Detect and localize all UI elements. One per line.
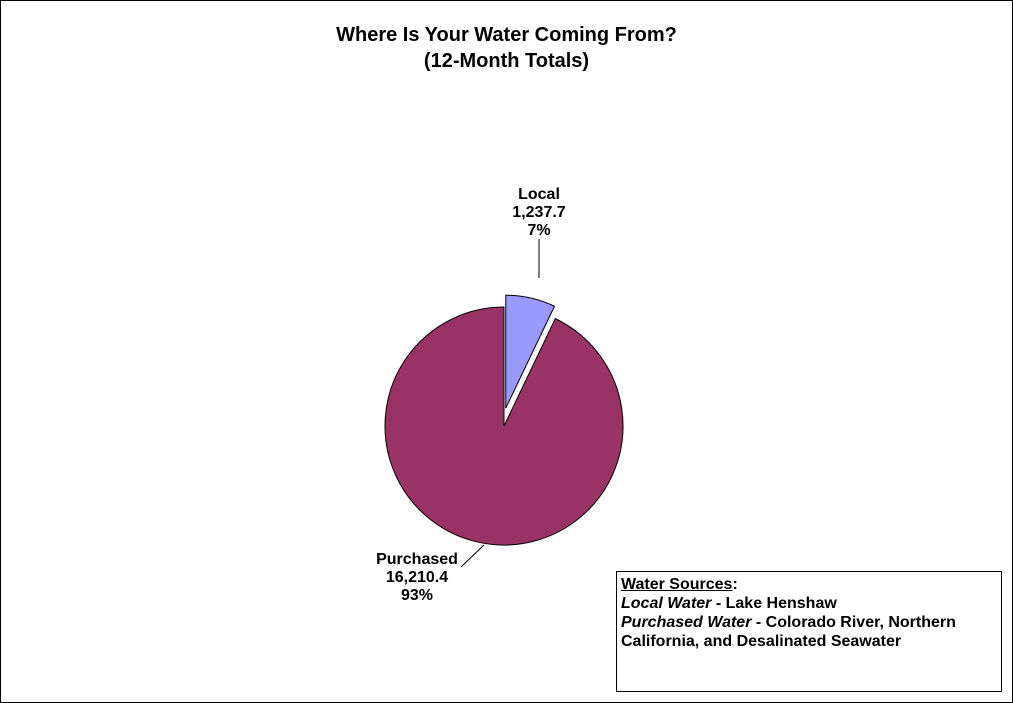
slice-value-local: 1,237.7	[512, 204, 565, 221]
leader-lines	[460, 239, 540, 568]
slice-percent-purchased: 93%	[401, 587, 433, 604]
slice-name-purchased: Purchased	[376, 551, 458, 568]
note-local-desc: - Lake Henshaw	[711, 595, 837, 612]
note-purchased-line: Purchased Water - Colorado River, Northe…	[621, 613, 997, 651]
note-purchased-desc: - Colorado River, Northern California, a…	[621, 614, 956, 650]
chart-subtitle: (12-Month Totals)	[423, 50, 590, 72]
note-heading-line: Water Sources:	[621, 575, 997, 594]
chart-title: Where Is Your Water Coming From?	[336, 24, 677, 46]
note-purchased-name: Purchased Water	[621, 614, 752, 631]
pie-slice-local	[505, 294, 556, 409]
note-local-name: Local Water	[621, 595, 712, 612]
note-heading-colon: :	[732, 576, 738, 593]
slice-value-purchased: 16,210.4	[386, 569, 448, 586]
note-local-line: Local Water - Lake Henshaw	[621, 594, 997, 613]
note-heading: Water Sources	[621, 576, 733, 593]
pie-slice-purchased	[384, 306, 624, 546]
leader-line-purchased	[460, 544, 485, 568]
slice-percent-local: 7%	[527, 222, 550, 239]
slice-name-local: Local	[518, 186, 560, 203]
pie-slices	[384, 294, 624, 546]
water-sources-note: Water Sources: Local Water - Lake Hensha…	[616, 571, 1002, 692]
